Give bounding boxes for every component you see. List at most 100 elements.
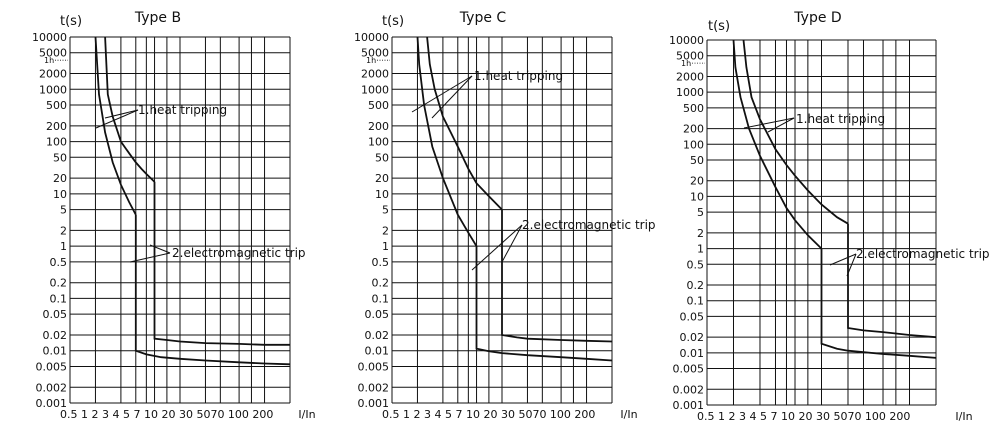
y-tick-label: 5000 xyxy=(361,47,389,60)
chart-0: 10000 5000 2000 1000 500 200 100 50 20 10 5 2 1 0.5 0.… xyxy=(32,10,316,421)
x-axis-label: I/In xyxy=(955,410,972,423)
y-tick-label: 0.1 xyxy=(372,292,390,305)
chart-2: 10000 5000 2000 1000 500 200 100 50 20 10 5 2 1 0.5 0.… xyxy=(669,10,990,423)
trip-curve-2 xyxy=(475,246,613,362)
y-tick-label: 1 xyxy=(697,243,704,256)
heat-tripping-annotation: 1.heat tripping xyxy=(474,69,563,83)
y-tick-label: 0.2 xyxy=(372,277,390,290)
annotation-leader xyxy=(129,252,171,263)
y-tick-label: 5 xyxy=(60,204,67,217)
trip-curve-3 xyxy=(847,223,937,339)
chart-1: 10000 5000 2000 1000 500 200 100 50 20 10 5 2 1 0.5 0.… xyxy=(354,10,656,421)
y-tick-label: 5000 xyxy=(676,50,704,63)
y-tick-label: 20 xyxy=(375,172,389,185)
y-tick-label: 0.01 xyxy=(43,345,68,358)
y-tick-label: 0.5 xyxy=(372,256,390,269)
y-tick-label: 500 xyxy=(683,102,704,115)
y-tick-label: 0.02 xyxy=(43,329,68,342)
electromagnetic-trip-annotation: 2.electromagnetic trip xyxy=(522,218,656,232)
y-tick-label: 10000 xyxy=(354,31,389,44)
trip-curve-3 xyxy=(153,181,290,346)
annotation-leader xyxy=(501,224,523,263)
y-tick-label: 20 xyxy=(690,175,704,188)
y-tick-label: 0.05 xyxy=(43,308,68,321)
y-tick-label: 1 xyxy=(382,240,389,253)
y-tick-label: 0.01 xyxy=(365,345,390,358)
trip-curve-1 xyxy=(742,39,849,225)
electromagnetic-trip-annotation: 2.electromagnetic trip xyxy=(172,246,306,260)
y-tick-label: 0.01 xyxy=(680,347,705,360)
y-tick-label: 0.05 xyxy=(680,310,705,323)
chart-title: Type B xyxy=(134,10,181,26)
annotation-leader xyxy=(431,75,473,119)
annotation-leader xyxy=(471,224,523,271)
trip-curve-1 xyxy=(104,36,156,183)
y-tick-label: 1000 xyxy=(39,83,67,96)
y-tick-label: 200 xyxy=(683,123,704,136)
y-tick-label: 100 xyxy=(368,136,389,149)
y-tick-label: 10 xyxy=(690,190,704,203)
trip-curve-2 xyxy=(820,248,937,359)
chart-title: Type D xyxy=(793,10,841,26)
x-axis-label: I/In xyxy=(620,408,637,421)
y-tick-label: 10 xyxy=(53,188,67,201)
y-tick-label: 0.005 xyxy=(36,360,68,373)
trip-curve-1 xyxy=(426,36,503,211)
x-tick-labels: 0.5 1 2 3 4 5 7 10 20 30 5070 100 200 xyxy=(60,408,273,421)
y-tick-label: 0.005 xyxy=(358,360,390,373)
y-tick-label: 50 xyxy=(375,151,389,164)
y-tick-label: 0.002 xyxy=(358,381,390,394)
y-tick-label: 0.5 xyxy=(50,256,68,269)
one-hour-label: 1h xyxy=(681,59,691,68)
chart-title: Type C xyxy=(459,10,507,26)
y-tick-label: 2000 xyxy=(39,68,67,81)
one-hour-label: 1h xyxy=(44,56,54,65)
y-tick-label: 50 xyxy=(53,151,67,164)
annotation-leader xyxy=(104,109,139,119)
y-tick-label: 100 xyxy=(46,136,67,149)
y-tick-label: 10000 xyxy=(32,31,67,44)
annotation-leader xyxy=(95,109,139,129)
annotation-leader xyxy=(149,244,171,254)
y-tick-label: 1 xyxy=(60,240,67,253)
y-tick-label: 2000 xyxy=(361,68,389,81)
y-tick-label: 2 xyxy=(60,224,67,237)
one-hour-label: 1h xyxy=(366,56,376,65)
y-tick-label: 2000 xyxy=(676,70,704,83)
y-tick-label: 0.05 xyxy=(365,308,390,321)
electromagnetic-trip-annotation: 2.electromagnetic trip xyxy=(856,247,990,261)
x-tick-labels: 0.5 1 2 3 4 5 7 10 20 30 5070 100 200 xyxy=(382,408,595,421)
y-tick-label: 0.001 xyxy=(673,399,705,412)
y-tick-label: 1000 xyxy=(361,83,389,96)
trip-curve-3 xyxy=(501,209,613,343)
y-tick-label: 500 xyxy=(368,99,389,112)
y-tick-label: 0.5 xyxy=(687,258,705,271)
y-tick-label: 0.002 xyxy=(36,381,68,394)
y-tick-label: 0.005 xyxy=(673,363,705,376)
y-tick-label: 0.2 xyxy=(687,279,705,292)
y-axis-label: t(s) xyxy=(382,14,404,29)
trip-curve-0 xyxy=(732,39,823,250)
y-tick-label: 5 xyxy=(697,206,704,219)
annotation-leader xyxy=(846,253,857,277)
y-tick-label: 0.001 xyxy=(358,397,390,410)
y-tick-label: 1000 xyxy=(676,86,704,99)
heat-tripping-annotation: 1.heat tripping xyxy=(138,103,227,117)
heat-tripping-annotation: 1.heat tripping xyxy=(796,112,885,126)
y-tick-label: 5000 xyxy=(39,47,67,60)
y-tick-label: 2 xyxy=(697,227,704,240)
trip-curve-0 xyxy=(416,36,478,247)
y-tick-label: 0.2 xyxy=(50,277,68,290)
y-tick-label: 0.1 xyxy=(687,295,705,308)
y-tick-label: 50 xyxy=(690,154,704,167)
y-axis-label: t(s) xyxy=(708,19,730,34)
y-tick-label: 0.02 xyxy=(365,329,390,342)
y-tick-label: 10000 xyxy=(669,34,704,47)
y-tick-label: 0.1 xyxy=(50,292,68,305)
x-tick-labels: 0.5 1 2 3 4 5 7 10 20 30 5070 100 200 xyxy=(697,410,910,423)
y-tick-label: 10 xyxy=(375,188,389,201)
annotation-leader xyxy=(829,253,857,266)
y-tick-label: 2 xyxy=(382,224,389,237)
annotation-leader xyxy=(767,117,795,133)
y-tick-label: 200 xyxy=(46,120,67,133)
